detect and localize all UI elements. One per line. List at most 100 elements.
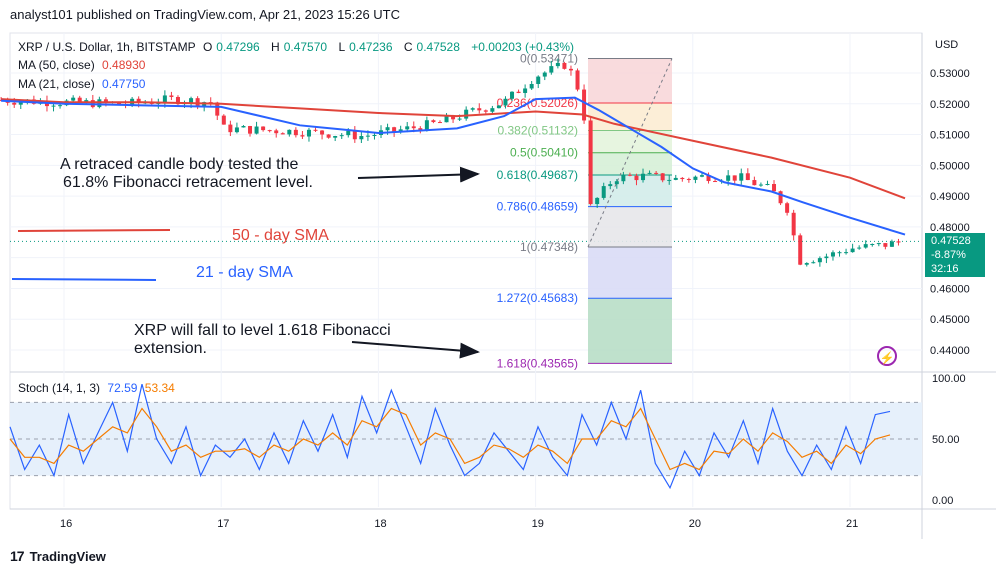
candle-body <box>457 118 462 120</box>
ma50-legend[interactable]: MA (50, close) 0.48930 <box>18 58 149 72</box>
candle-body <box>516 91 521 93</box>
candle-body <box>451 115 456 120</box>
lightning-icon[interactable]: ⚡ <box>877 346 897 366</box>
retrace-line-1: A retraced candle body tested the <box>60 156 299 173</box>
fib-level-label: 1.272(0.45683) <box>497 291 578 305</box>
fall-line-2: extension. <box>134 340 207 357</box>
candle-body <box>424 120 429 131</box>
stoch-k-line <box>9 383 891 490</box>
stoch-tick-label: 100.00 <box>932 373 966 385</box>
high-value: 0.47570 <box>283 40 328 54</box>
ma50-line <box>1 98 906 200</box>
ma21-legend[interactable]: MA (21, close) 0.47750 <box>18 77 149 91</box>
sma50-legend-line <box>17 229 171 232</box>
ma21-line <box>1 96 906 236</box>
candle-body <box>254 126 259 134</box>
stoch-legend[interactable]: Stoch (14, 1, 3) 72.59 53.34 <box>18 381 175 395</box>
candle-body <box>77 97 82 103</box>
candle-body <box>228 124 233 133</box>
candle-body <box>241 126 246 128</box>
candle-body <box>608 184 613 187</box>
candle-body <box>758 184 763 186</box>
candle-body <box>437 122 442 124</box>
candle-body <box>680 177 685 180</box>
candle-body <box>215 102 220 116</box>
date-tick-label: 17 <box>217 518 229 530</box>
candle-body <box>398 129 403 132</box>
fib-zone <box>588 298 672 364</box>
date-tick-label: 21 <box>846 518 858 530</box>
candle-body <box>883 243 888 247</box>
candle-body <box>575 70 580 90</box>
ma50-label: MA (50, close) <box>18 58 95 72</box>
candle-body <box>234 127 239 133</box>
candle-body <box>287 129 292 135</box>
candle-body <box>18 101 23 105</box>
candle-body <box>274 130 279 134</box>
candle-body <box>477 108 482 111</box>
candle-body <box>667 179 672 181</box>
candle-body <box>824 256 829 259</box>
ma50-value: 0.48930 <box>102 58 146 72</box>
fib-level-label: 0(0.53471) <box>520 52 578 66</box>
candle-body <box>483 110 488 112</box>
candle-body <box>582 89 587 121</box>
price-tick-label: 0.52000 <box>930 99 970 111</box>
sma21-annotation: 21 - day SMA <box>196 264 293 281</box>
candle-body <box>71 97 76 101</box>
candle-body <box>103 99 108 103</box>
candle-body <box>568 68 573 71</box>
candle-body <box>673 177 678 180</box>
change-value: +0.00203 (+0.43%) <box>471 40 575 54</box>
candle-body <box>300 135 305 137</box>
stoch-k-value: 72.59 <box>107 381 138 395</box>
candle-body <box>162 95 167 103</box>
price-tick-label: 0.48000 <box>930 222 970 234</box>
low-label: L <box>338 40 346 54</box>
candle-body <box>444 115 449 123</box>
date-tick-label: 19 <box>532 518 544 530</box>
candle-body <box>510 91 515 99</box>
candle-body <box>221 115 226 125</box>
close-label: C <box>403 40 413 54</box>
candle-body <box>785 203 790 213</box>
price-tick-label: 0.44000 <box>930 345 970 357</box>
candle-body <box>503 98 508 106</box>
candle-body <box>464 109 469 119</box>
last-price-box: 0.47528 -8.87% 32:16 <box>925 233 985 277</box>
candle-body <box>333 136 338 138</box>
candle-body <box>411 126 416 129</box>
candle-body <box>850 248 855 253</box>
candle-body <box>313 129 318 131</box>
candle-body <box>280 133 285 135</box>
candle-body <box>555 62 560 67</box>
candle-body <box>490 108 495 112</box>
fib-zone <box>588 102 672 131</box>
fall-arrow <box>351 341 480 359</box>
price-tick-label: 0.50000 <box>930 160 970 172</box>
candle-body <box>601 186 606 198</box>
fib-level-label: 0.236(0.52026) <box>497 96 578 110</box>
candle-body <box>791 212 796 236</box>
candle-body <box>634 175 639 181</box>
candle-body <box>84 100 89 103</box>
retrace-line-2: 61.8% Fibonacci retracement level. <box>63 174 313 191</box>
fib-zone <box>588 206 672 247</box>
symbol-legend: XRP / U.S. Dollar, 1h, BITSTAMP O 0.47296… <box>18 40 578 54</box>
candle-body <box>529 83 534 89</box>
candle-body <box>752 180 757 186</box>
fib-trend-line <box>587 58 673 248</box>
candle-body <box>686 179 691 181</box>
fib-level-label: 0.5(0.50410) <box>510 146 578 160</box>
candle-body <box>804 263 809 265</box>
bar-countdown: 32:16 <box>931 263 959 275</box>
price-tick-label: 0.51000 <box>930 130 970 142</box>
candle-body <box>365 135 370 137</box>
retrace-arrow <box>357 166 480 183</box>
candle-body <box>523 88 528 93</box>
candle-body <box>745 173 750 181</box>
tradingview-footer[interactable]: 17 TradingView <box>10 548 106 564</box>
candle-body <box>830 252 835 257</box>
